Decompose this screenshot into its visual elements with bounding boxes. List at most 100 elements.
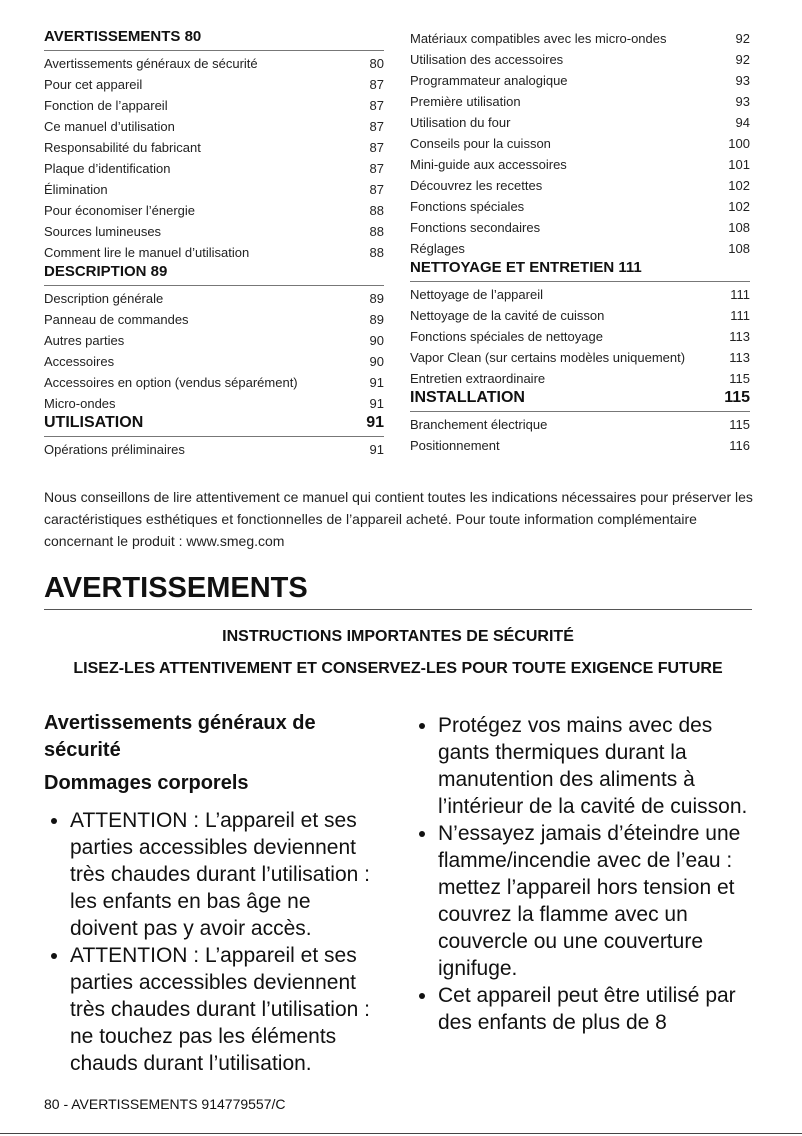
toc-entry[interactable]: Micro-ondes 91: [44, 393, 384, 414]
toc-entry[interactable]: Ce manuel d’utilisation 87: [44, 116, 384, 137]
toc-heading-title: NETTOYAGE ET ENTRETIEN 111: [410, 259, 642, 276]
toc-entry[interactable]: Fonctions secondaires 108: [410, 217, 750, 238]
toc-entry-title: Découvrez les recettes: [410, 178, 543, 193]
toc-entry[interactable]: Description générale 89: [44, 288, 384, 309]
toc-section-heading[interactable]: NETTOYAGE ET ENTRETIEN 111: [410, 259, 750, 282]
toc-entry[interactable]: Opérations préliminaires 91: [44, 439, 384, 460]
toc-entry[interactable]: Pour économiser l’énergie 88: [44, 200, 384, 221]
toc-right: Matériaux compatibles avec les micro-ond…: [410, 28, 750, 456]
toc-heading-page: 115: [724, 389, 750, 406]
toc-entry[interactable]: Plaque d’identification 87: [44, 158, 384, 179]
toc-entry-page: 87: [369, 98, 384, 113]
toc-entry-title: Accessoires en option (vendus séparément…: [44, 375, 298, 390]
toc-entry-page: 115: [729, 371, 750, 386]
bullet: ATTENTION : L’appareil et ses parties ac…: [70, 807, 384, 942]
toc-entry-title: Pour économiser l’énergie: [44, 203, 196, 218]
toc-entry-title: Micro-ondes: [44, 396, 116, 411]
toc-entry-page: 80: [369, 56, 384, 71]
toc-entry[interactable]: Comment lire le manuel d’utilisation 88: [44, 242, 384, 263]
toc-entry-title: Entretien extraordinaire: [410, 371, 546, 386]
toc-entry[interactable]: Fonction de l’appareil 87: [44, 95, 384, 116]
toc-entry[interactable]: Panneau de commandes 89: [44, 309, 384, 330]
toc-entry-title: Accessoires: [44, 354, 115, 369]
toc-entry[interactable]: Mini-guide aux accessoires 101: [410, 154, 750, 175]
toc-entry[interactable]: Autres parties 90: [44, 330, 384, 351]
bullet: Protégez vos mains avec des gants thermi…: [438, 712, 752, 820]
bullet: Cet appareil peut être utilisé par des e…: [438, 982, 752, 1036]
toc-entry-page: 115: [729, 417, 750, 432]
toc-heading-title: DESCRIPTION 89: [44, 263, 168, 280]
toc-entry-title: Conseils pour la cuisson: [410, 136, 551, 151]
intro-paragraph: Nous conseillons de lire attentivement c…: [44, 489, 753, 549]
toc-left: AVERTISSEMENTS 80 Avertissements généraux…: [44, 28, 384, 460]
toc-section-heading[interactable]: DESCRIPTION 89: [44, 263, 384, 286]
toc-entry[interactable]: Fonctions spéciales 102: [410, 196, 750, 217]
toc-entry-title: Ce manuel d’utilisation: [44, 119, 175, 134]
toc-entry[interactable]: Conseils pour la cuisson 100: [410, 133, 750, 154]
toc-entry[interactable]: Responsabilité du fabricant 87: [44, 137, 384, 158]
toc-entry[interactable]: Utilisation du four 94: [410, 112, 750, 133]
toc-entry[interactable]: Programmateur analogique 93: [410, 70, 750, 91]
toc-entry-page: 102: [728, 178, 750, 193]
toc-heading-title: AVERTISSEMENTS 80: [44, 28, 202, 45]
toc-entry-title: Utilisation des accessoires: [410, 52, 564, 67]
toc-entry[interactable]: Élimination 87: [44, 179, 384, 200]
toc-entry-title: Vapor Clean (sur certains modèles unique…: [410, 350, 686, 365]
toc-entry[interactable]: Branchement électrique 115: [410, 414, 750, 435]
toc-entry-page: 87: [369, 119, 384, 134]
toc-entry[interactable]: Entretien extraordinaire 115: [410, 368, 750, 389]
injury-heading: Dommages corporels: [44, 772, 249, 794]
toc-entry[interactable]: Vapor Clean (sur certains modèles unique…: [410, 347, 750, 368]
toc-entry[interactable]: Accessoires en option (vendus séparément…: [44, 372, 384, 393]
toc-entry-page: 100: [728, 136, 750, 151]
toc-entry-title: Branchement électrique: [410, 417, 548, 432]
toc-entry-title: Utilisation du four: [410, 115, 511, 130]
toc-entry[interactable]: Pour cet appareil 87: [44, 74, 384, 95]
toc-entry[interactable]: Accessoires 90: [44, 351, 384, 372]
toc-entry[interactable]: Première utilisation 93: [410, 91, 750, 112]
toc-entry-title: Positionnement: [410, 438, 500, 453]
toc-entry-title: Responsabilité du fabricant: [44, 140, 201, 155]
toc-entry-title: Élimination: [44, 182, 108, 197]
toc-entry-title: Matériaux compatibles avec les micro-ond…: [410, 31, 667, 46]
toc-entry-title: Fonctions secondaires: [410, 220, 541, 235]
toc-entry-page: 91: [369, 375, 384, 390]
toc-entry-title: Plaque d’identification: [44, 161, 171, 176]
toc-entry[interactable]: Réglages 108: [410, 238, 750, 259]
toc-entry[interactable]: Fonctions spéciales de nettoyage 113: [410, 326, 750, 347]
toc-heading-title: INSTALLATION: [410, 389, 525, 406]
section-title: AVERTISSEMENTS: [44, 572, 752, 610]
toc-entry-title: Sources lumineuses: [44, 224, 162, 239]
toc-section-heading[interactable]: AVERTISSEMENTS 80: [44, 28, 384, 51]
toc-entry-title: Panneau de commandes: [44, 312, 189, 327]
toc-entry-title: Nettoyage de la cavité de cuisson: [410, 308, 605, 323]
toc-heading-page: 91: [366, 414, 384, 431]
toc-entry-title: Fonction de l’appareil: [44, 98, 168, 113]
toc-entry-page: 111: [730, 308, 750, 323]
toc-entry[interactable]: Découvrez les recettes 102: [410, 175, 750, 196]
toc-entry-page: 91: [369, 396, 384, 411]
toc-entry-page: 87: [369, 140, 384, 155]
left-column: Avertissements généraux de sécurité Domm…: [44, 710, 384, 1077]
toc-entry-page: 88: [369, 224, 384, 239]
toc-entry[interactable]: Matériaux compatibles avec les micro-ond…: [410, 28, 750, 49]
toc-entry[interactable]: Nettoyage de l’appareil 111: [410, 284, 750, 305]
toc-entry-page: 102: [728, 199, 750, 214]
toc-entry-title: Nettoyage de l’appareil: [410, 287, 543, 302]
toc-section-heading[interactable]: INSTALLATION 115: [410, 389, 750, 412]
toc-entry-page: 88: [369, 203, 384, 218]
toc-entry-page: 108: [728, 220, 750, 235]
toc-entry[interactable]: Positionnement 116: [410, 435, 750, 456]
toc-entry-page: 90: [369, 333, 384, 348]
toc-entry-title: Pour cet appareil: [44, 77, 143, 92]
toc-entry[interactable]: Nettoyage de la cavité de cuisson 111: [410, 305, 750, 326]
toc-entry[interactable]: Utilisation des accessoires 92: [410, 49, 750, 70]
toc-entry-page: 111: [730, 287, 750, 302]
toc-entry-page: 108: [728, 241, 750, 256]
toc-entry[interactable]: Sources lumineuses 88: [44, 221, 384, 242]
toc-entry[interactable]: Avertissements généraux de sécurité 80: [44, 53, 384, 74]
keep-heading: LISEZ-LES ATTENTIVEMENT ET CONSERVEZ-LES…: [73, 660, 723, 677]
toc-heading-title: UTILISATION: [44, 414, 144, 431]
toc-entry-page: 113: [729, 329, 750, 344]
toc-section-heading[interactable]: UTILISATION 91: [44, 414, 384, 437]
